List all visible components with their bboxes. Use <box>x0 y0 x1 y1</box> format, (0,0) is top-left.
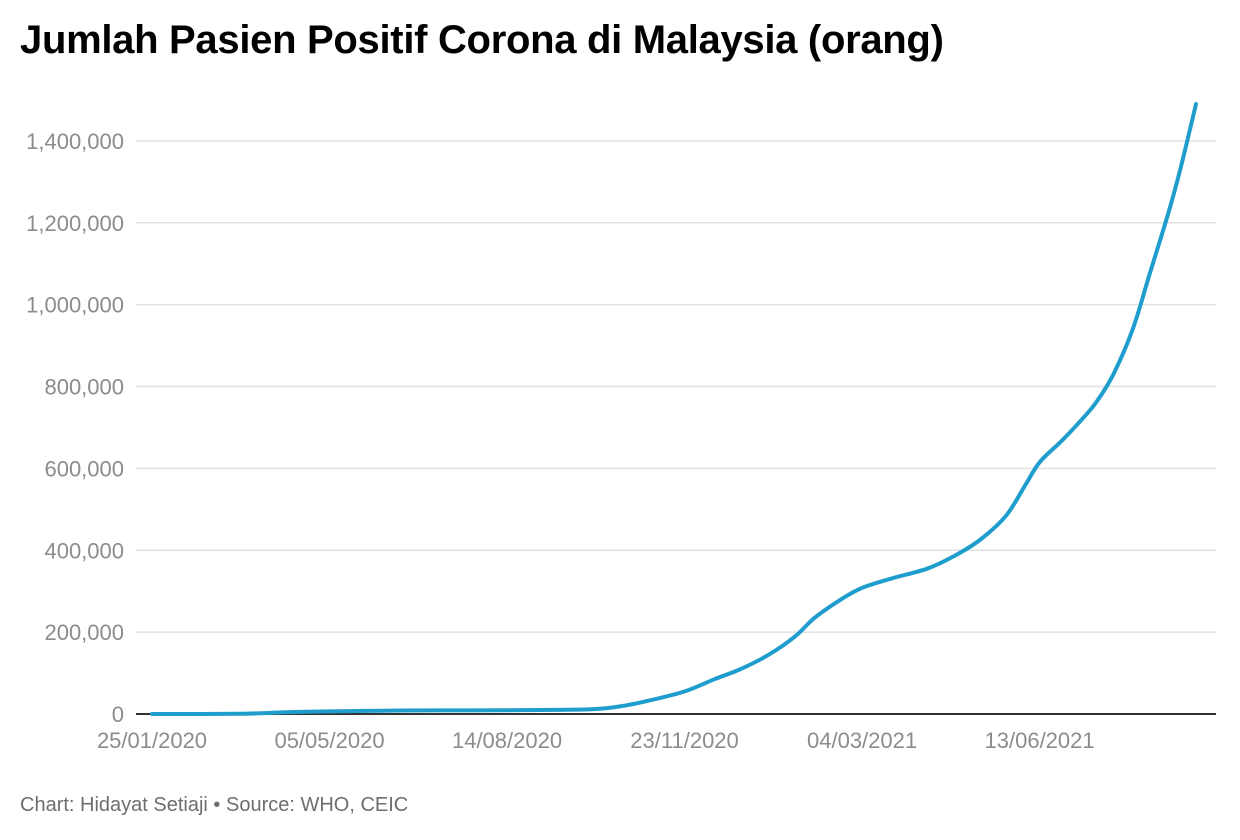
y-tick-label-600000: 600,000 <box>44 456 124 481</box>
y-tick-label-200000: 200,000 <box>44 620 124 645</box>
x-tick-label-13-06-2021: 13/06/2021 <box>985 728 1095 753</box>
y-tick-label-400000: 400,000 <box>44 538 124 563</box>
y-tick-label-0: 0 <box>112 702 124 727</box>
grid-lines <box>136 140 1216 633</box>
y-tick-label-800000: 800,000 <box>44 375 124 400</box>
y-tick-label-1200000: 1,200,000 <box>26 211 124 236</box>
x-tick-label-25-01-2020: 25/01/2020 <box>97 728 207 753</box>
x-tick-label-14-08-2020: 14/08/2020 <box>452 728 562 753</box>
y-tick-label-1400000: 1,400,000 <box>26 129 124 154</box>
chart-title: Jumlah Pasien Positif Corona di Malaysia… <box>20 18 944 62</box>
x-tick-labels: 25/01/2020 05/05/2020 14/08/2020 23/11/2020… <box>97 728 1095 753</box>
chart-footer-source: Chart: Hidayat Setiaji • Source: WHO, CE… <box>20 794 409 816</box>
x-tick-label-05-05-2020: 05/05/2020 <box>274 728 384 753</box>
y-tick-label-1000000: 1,000,000 <box>26 293 124 318</box>
series-line-positive-cases <box>150 102 1198 716</box>
x-tick-label-23-11-2020: 23/11/2020 <box>630 728 738 753</box>
y-tick-labels: 0 200,000 400,000 600,000 800,000 1,000,000 1,… <box>26 129 124 727</box>
x-tick-label-04-03-2021: 04/03/2021 <box>807 728 917 753</box>
